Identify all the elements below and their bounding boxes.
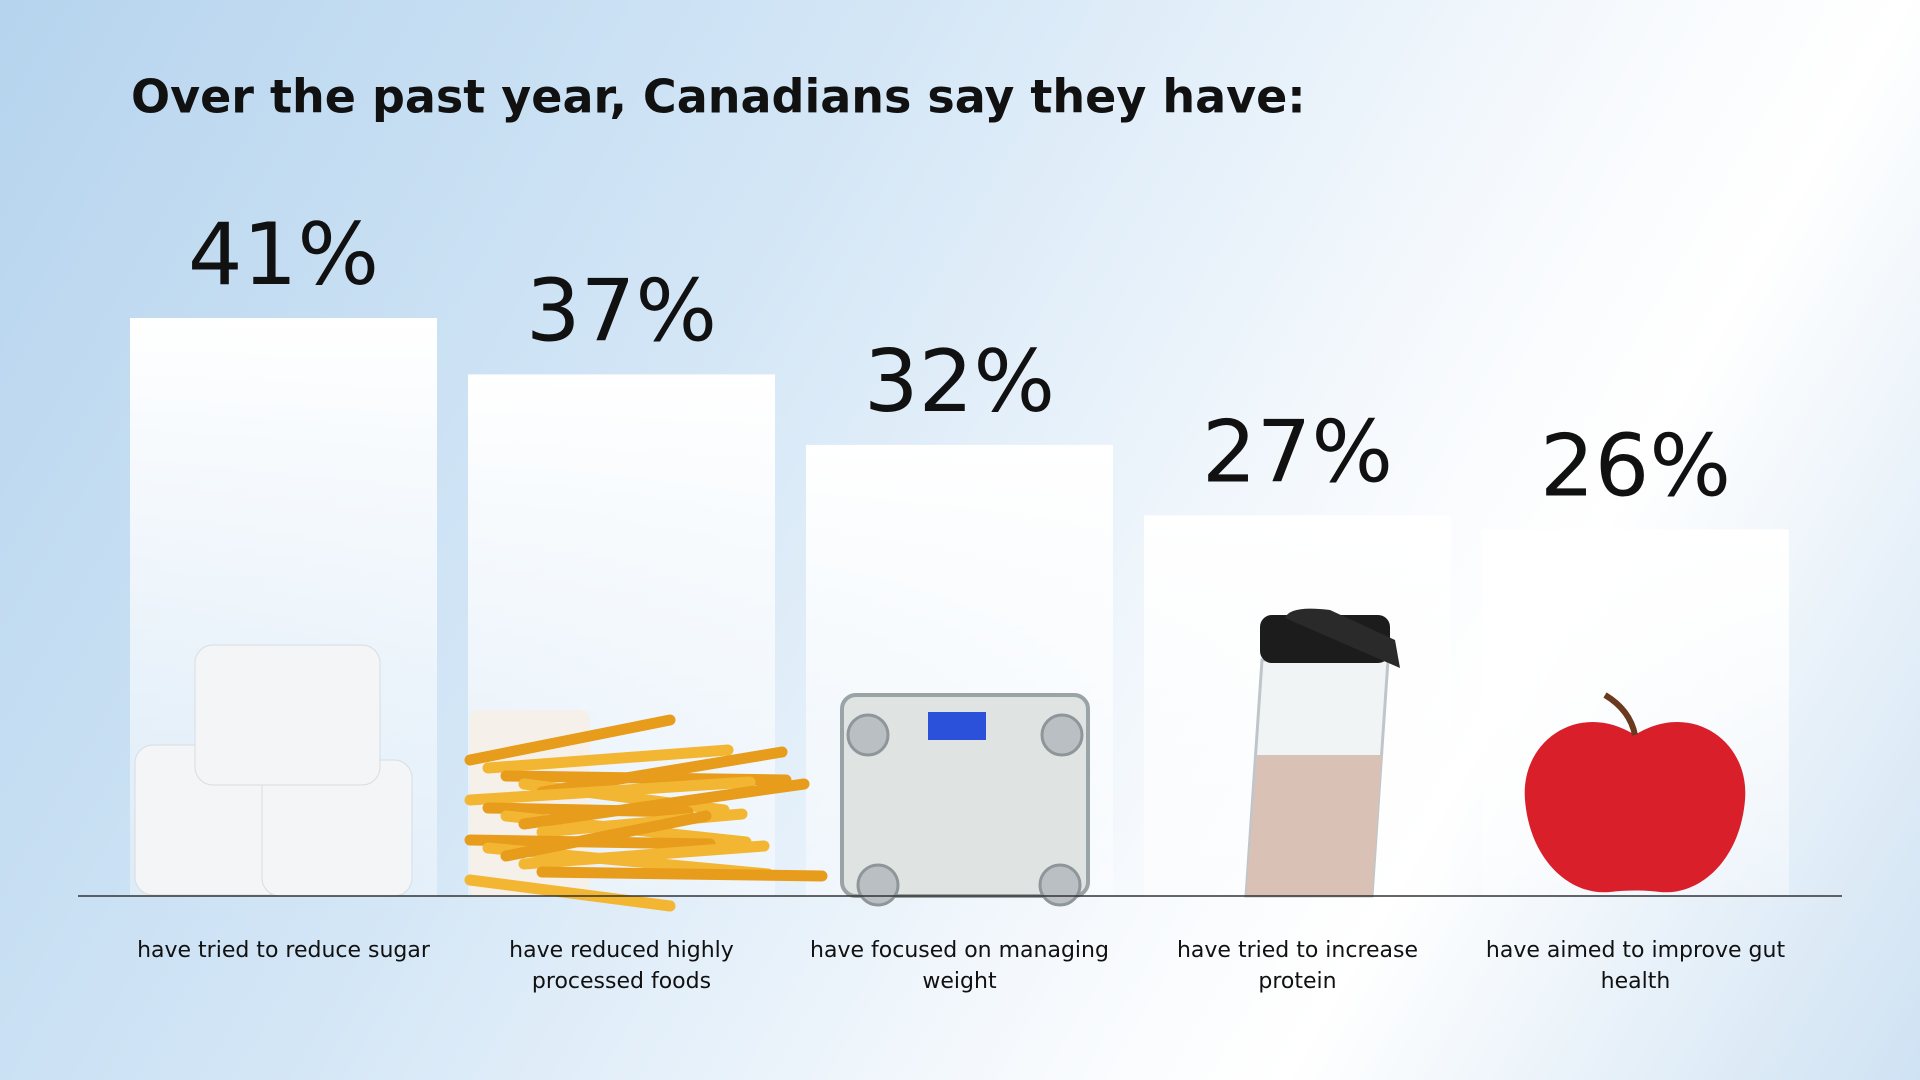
illustration [464,874,676,912]
illustration [194,644,381,786]
value-label: 37% [526,261,717,361]
value-label: 32% [864,332,1055,432]
chart-title: Over the past year, Canadians say they h… [131,70,1306,124]
illustrations [134,608,1746,912]
category-label: have aimed to improve gut health [1485,938,1786,994]
illustration [464,776,756,806]
value-label: 27% [1202,402,1393,502]
value-label: 41% [188,205,379,305]
value-label: 26% [1540,416,1731,516]
illustration [518,840,770,870]
illustration [482,744,734,774]
category-label: have reduced highly processed foods [509,938,734,994]
illustration [846,713,890,757]
illustration [1038,863,1082,907]
illustration [928,712,986,740]
illustration [1285,608,1400,668]
illustration [500,810,712,862]
illustration [1246,755,1382,896]
illustration [536,746,788,798]
illustration [536,866,828,882]
category-label: have tried to reduce sugar [137,938,430,963]
illustration [1603,692,1638,736]
illustration [518,778,810,830]
illustration [464,714,676,766]
illustration [1040,713,1084,757]
illustration [856,863,900,907]
illustration [1524,721,1746,893]
category-label: have focused on managing weight [810,938,1109,994]
category-label: have tried to increase protein [1176,938,1419,994]
